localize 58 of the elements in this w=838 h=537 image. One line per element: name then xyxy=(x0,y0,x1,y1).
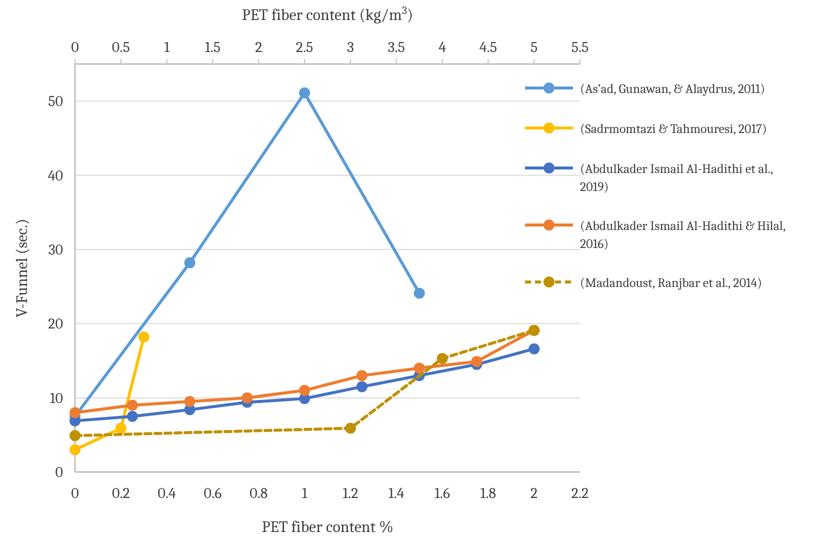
x-tick-label: 0.6 xyxy=(204,484,222,502)
x-tick-label: 1.6 xyxy=(434,484,450,502)
x-tick-label: 0.4 xyxy=(158,484,177,502)
x-tick-label: 0.8 xyxy=(250,484,268,502)
y-axis-title: V-Funnel (sec.) xyxy=(13,218,31,318)
y-tick-label: 20 xyxy=(48,314,64,333)
point xyxy=(436,353,448,364)
y-tick-label: 0 xyxy=(55,463,64,481)
point xyxy=(70,430,80,442)
point xyxy=(356,370,368,382)
x2-tick-label: 4.5 xyxy=(479,38,497,56)
point xyxy=(528,343,540,354)
x-tick-label: 0 xyxy=(71,484,80,502)
x2-tick-label: 3 xyxy=(346,38,354,56)
x-tick-label: 2 xyxy=(530,484,538,502)
point xyxy=(115,422,126,434)
legend-label: (Madandoust, Ranjbar et al., 2014) xyxy=(580,276,762,291)
x2-tick-label: 0.5 xyxy=(112,38,130,56)
x2-axis-title: PET fiber content (kg/m$^{3}$) xyxy=(242,4,414,24)
point xyxy=(242,392,253,404)
x2-tick-label: 5 xyxy=(530,38,538,56)
point xyxy=(126,400,138,411)
x2-tick-label: 4 xyxy=(438,38,447,56)
x-tick-label: 0.2 xyxy=(112,484,130,502)
point xyxy=(471,356,482,367)
x-tick-label: 1 xyxy=(302,484,308,502)
x2-tick-label: 2.5 xyxy=(296,38,314,56)
point xyxy=(70,407,80,418)
point xyxy=(356,381,368,392)
legend-label: (Abdulkader Ismail Al-Hadithi & Hilal, 2016) xyxy=(580,219,786,252)
x2-tick-label: 3.5 xyxy=(388,38,405,56)
y-tick-label: 40 xyxy=(48,166,64,184)
point xyxy=(184,257,196,268)
point xyxy=(138,331,150,342)
point xyxy=(70,444,80,456)
legend-label: (Sadrmomtazi & Tahmouresi, 2017) xyxy=(580,122,768,137)
point xyxy=(299,87,310,98)
x2-tick-label: 1.5 xyxy=(204,38,221,56)
x2-tick-label: 1 xyxy=(164,38,170,56)
y-tick-label: 10 xyxy=(50,388,64,407)
x2-tick-label: 2 xyxy=(255,38,262,56)
point xyxy=(414,362,425,374)
x-axis-title: PET fiber content % xyxy=(262,518,394,536)
legend-label: (Abdulkader Ismail Al-Hadithi et al., 2019) xyxy=(580,162,774,195)
x-tick-label: 2.2 xyxy=(571,484,589,502)
point xyxy=(299,384,310,396)
legend-label: (As’ad, Gunawan, & Alaydrus, 2011) xyxy=(580,82,766,97)
y-tick-label: 30 xyxy=(48,240,64,258)
point xyxy=(414,288,425,299)
x-tick-label: 1.2 xyxy=(342,484,358,502)
x-tick-label: 1.4 xyxy=(388,484,405,502)
x2-tick-label: 0 xyxy=(71,38,80,56)
x2-tick-label: 5.5 xyxy=(571,38,589,56)
point xyxy=(184,396,196,408)
x-tick-label: 1.8 xyxy=(480,484,496,502)
point xyxy=(126,410,138,422)
point xyxy=(344,422,356,434)
y-tick-label: 50 xyxy=(48,92,64,110)
